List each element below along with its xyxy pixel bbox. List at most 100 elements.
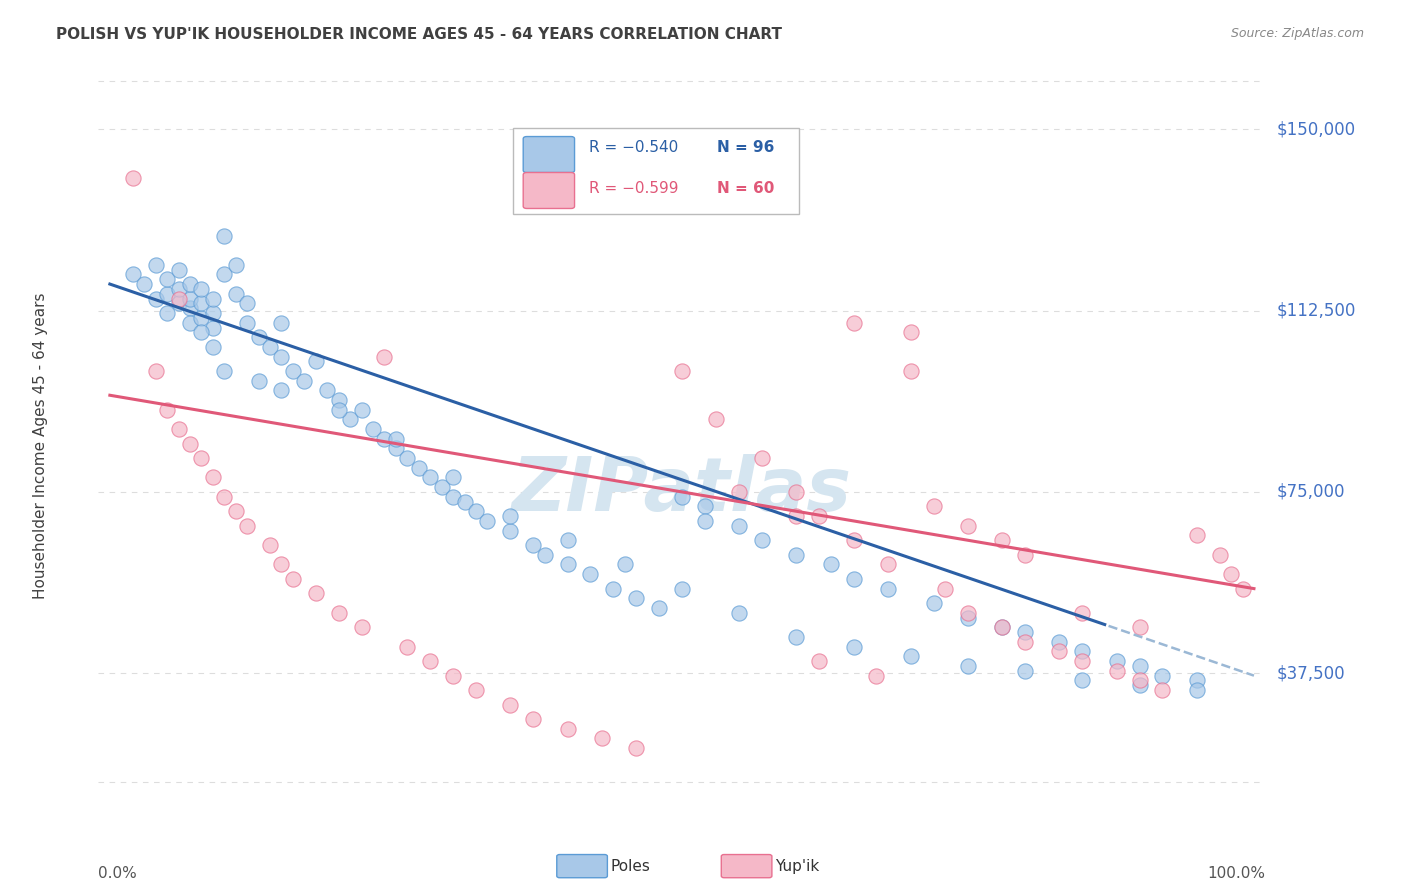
Point — [225, 258, 247, 272]
Text: N = 96: N = 96 — [717, 140, 775, 155]
Point — [1128, 659, 1150, 673]
Point — [1128, 673, 1150, 688]
Point — [179, 292, 201, 306]
Point — [121, 268, 143, 282]
Point — [808, 654, 831, 668]
Point — [270, 350, 292, 364]
Point — [1232, 582, 1254, 596]
Point — [259, 538, 281, 552]
Point — [316, 384, 339, 398]
Point — [190, 310, 212, 325]
Point — [214, 364, 236, 378]
Point — [190, 326, 212, 340]
Point — [922, 596, 945, 610]
Point — [671, 582, 693, 596]
Point — [842, 533, 865, 548]
Point — [385, 432, 408, 446]
Text: Yup'ik: Yup'ik — [775, 859, 818, 873]
Point — [247, 330, 270, 344]
Point — [156, 306, 179, 320]
Point — [201, 470, 224, 484]
Point — [167, 292, 190, 306]
Point — [1049, 634, 1071, 648]
FancyBboxPatch shape — [523, 172, 575, 209]
Point — [934, 582, 956, 596]
Point — [1014, 634, 1036, 648]
Point — [991, 533, 1014, 548]
Point — [1105, 654, 1128, 668]
Point — [751, 533, 773, 548]
Point — [1049, 644, 1071, 658]
Point — [145, 292, 167, 306]
Point — [214, 268, 236, 282]
Point — [693, 514, 716, 528]
Point — [270, 316, 292, 330]
Text: 100.0%: 100.0% — [1208, 865, 1265, 880]
Point — [236, 518, 259, 533]
Point — [557, 558, 579, 572]
Point — [557, 722, 579, 736]
Point — [785, 509, 807, 524]
Text: $75,000: $75,000 — [1277, 483, 1346, 501]
Point — [499, 698, 522, 712]
Point — [190, 282, 212, 296]
Point — [591, 731, 613, 746]
Point — [900, 364, 922, 378]
Point — [305, 354, 328, 368]
Point — [522, 712, 544, 726]
Point — [190, 451, 212, 466]
Point — [281, 572, 304, 586]
Point — [441, 490, 464, 504]
Point — [842, 640, 865, 654]
Point — [408, 460, 430, 475]
Point — [499, 524, 522, 538]
Point — [167, 296, 190, 310]
Text: $150,000: $150,000 — [1277, 120, 1355, 138]
Point — [396, 451, 419, 466]
Point — [190, 296, 212, 310]
Text: R = −0.599: R = −0.599 — [589, 181, 678, 196]
Point — [900, 326, 922, 340]
Point — [339, 412, 361, 426]
Point — [956, 659, 979, 673]
Point — [201, 340, 224, 354]
Point — [361, 422, 384, 436]
Point — [328, 402, 350, 417]
Point — [808, 509, 831, 524]
Point — [613, 558, 636, 572]
Point — [214, 490, 236, 504]
Point — [156, 286, 179, 301]
Point — [465, 683, 488, 698]
Point — [259, 340, 281, 354]
Point — [728, 606, 751, 620]
Point — [602, 582, 624, 596]
Point — [1208, 548, 1230, 562]
Point — [751, 451, 773, 466]
Text: Source: ZipAtlas.com: Source: ZipAtlas.com — [1230, 27, 1364, 40]
Text: Poles: Poles — [610, 859, 650, 873]
Point — [1128, 620, 1150, 634]
Point — [441, 668, 464, 682]
Point — [785, 484, 807, 499]
Point — [270, 384, 292, 398]
Point — [1014, 548, 1036, 562]
Point — [453, 494, 475, 508]
Point — [728, 518, 751, 533]
Point — [922, 500, 945, 514]
Point — [1071, 644, 1094, 658]
Point — [900, 649, 922, 664]
Point — [328, 606, 350, 620]
Text: $37,500: $37,500 — [1277, 665, 1346, 682]
Point — [121, 170, 143, 185]
Point — [522, 538, 544, 552]
Point — [134, 277, 156, 291]
Point — [579, 567, 602, 582]
Point — [477, 514, 499, 528]
Point — [865, 668, 887, 682]
Point — [1152, 668, 1174, 682]
Point — [214, 228, 236, 243]
Point — [624, 741, 647, 756]
Point — [1071, 673, 1094, 688]
Point — [624, 591, 647, 606]
Point — [179, 301, 201, 316]
